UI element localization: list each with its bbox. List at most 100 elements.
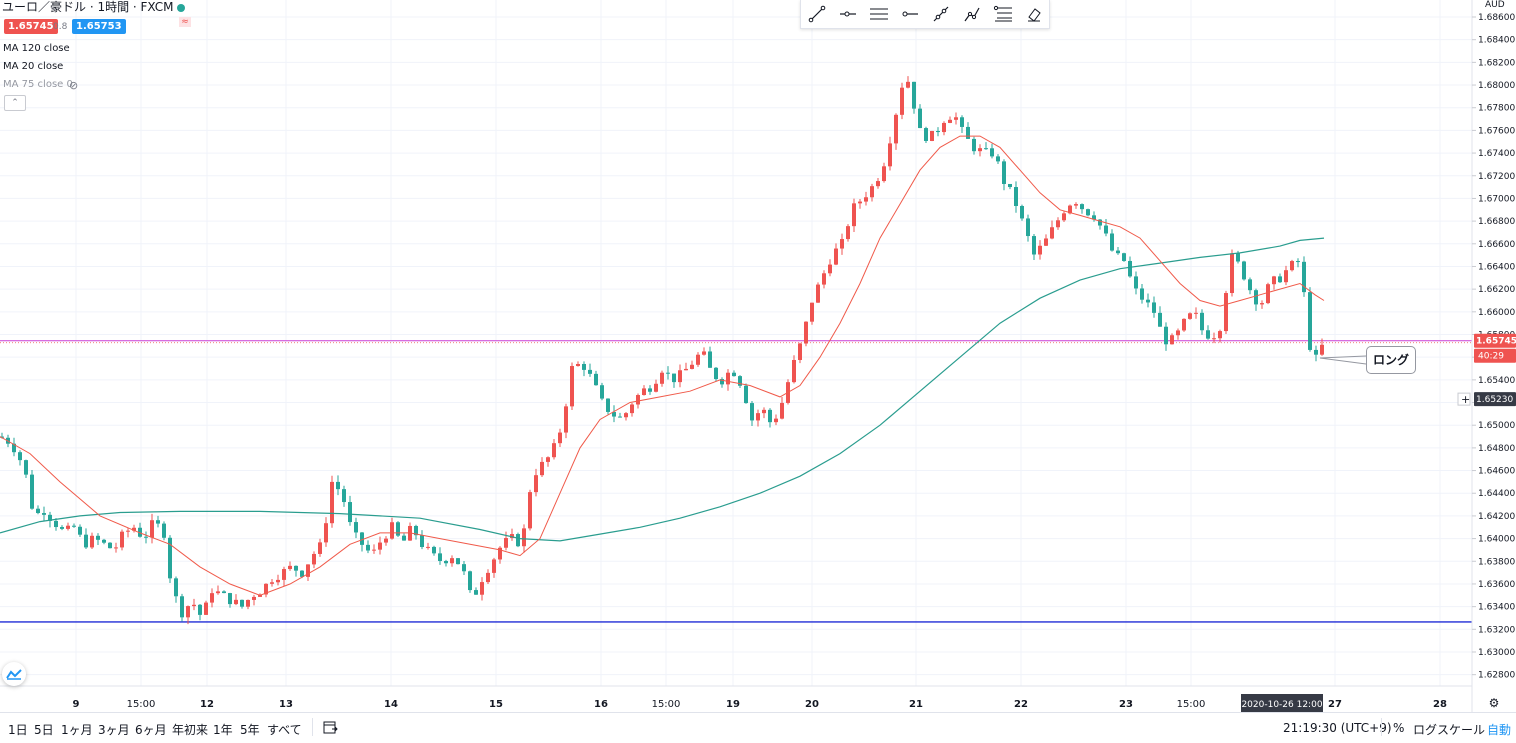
candle-body	[1170, 335, 1174, 345]
ray-icon[interactable]	[894, 0, 925, 28]
candle	[1110, 229, 1114, 252]
candle	[1134, 271, 1138, 295]
period-3m[interactable]: 3ヶ月	[98, 723, 130, 737]
period-5d[interactable]: 5日	[34, 723, 54, 737]
ma120-line	[0, 237, 1325, 542]
indicator-ma120-label[interactable]: MA 120 close	[3, 43, 70, 54]
candle-body	[600, 385, 604, 399]
candle-body	[702, 351, 706, 355]
period-ytd[interactable]: 年初来	[172, 723, 209, 737]
candle-body	[84, 534, 88, 548]
candle	[834, 243, 838, 266]
candle	[1074, 202, 1078, 209]
candle-body	[576, 363, 580, 367]
candle-body	[306, 564, 310, 577]
candle	[174, 576, 178, 603]
candle-body	[1296, 261, 1300, 263]
add-alert-button[interactable]	[1457, 392, 1471, 406]
candle-body	[732, 372, 736, 377]
collapse-legend-button[interactable]: ⌃	[4, 95, 26, 111]
percent-toggle[interactable]: %	[1393, 721, 1405, 735]
settings-gear-icon[interactable]: ⚙	[1489, 696, 1500, 710]
price-scale[interactable]: 1.68600 1.68400 1.68200 1.68000 1.67800 1.676…	[1457, 0, 1516, 712]
price-tick-label: 1.67600	[1478, 126, 1515, 136]
candle-body	[1212, 338, 1216, 340]
candle	[1104, 219, 1108, 237]
hidden-eye-icon[interactable]: ⊘	[69, 79, 79, 92]
candle-body	[906, 81, 910, 88]
period-all[interactable]: すべて	[267, 723, 302, 737]
clock-timezone[interactable]: 21:19:30 (UTC+9)	[1283, 721, 1392, 735]
candle-body	[972, 138, 976, 152]
candle	[108, 542, 112, 549]
time-scale[interactable]: 9 15:00 12 13 14 15 16 15:00 19 20 21 22 23 15:00 27 28…	[0, 685, 1500, 712]
candle-body	[252, 596, 256, 600]
indicator-ma20-label[interactable]: MA 20 close	[3, 61, 64, 72]
long-annotation[interactable]: ロング	[1366, 346, 1416, 374]
candle	[468, 570, 472, 593]
candle	[72, 523, 76, 528]
candle	[288, 561, 292, 571]
candle-body	[948, 119, 952, 123]
candle-body	[822, 273, 826, 285]
candle-body	[564, 406, 568, 433]
price-tick-label: 1.65000	[1478, 421, 1515, 431]
period-5y[interactable]: 5年	[240, 723, 260, 737]
period-1y[interactable]: 1年	[213, 723, 233, 737]
candle-body	[468, 571, 472, 591]
period-1m[interactable]: 1ヶ月	[61, 723, 93, 737]
buy-price-tag[interactable]: 1.65753	[72, 19, 126, 34]
log-scale-toggle[interactable]: ログスケール	[1413, 723, 1486, 737]
sell-price-tag[interactable]: 1.65745	[4, 19, 58, 34]
trend-line-icon[interactable]	[801, 0, 832, 28]
time-tick-label: 14	[384, 699, 398, 710]
candle	[732, 370, 736, 377]
candle	[1218, 329, 1222, 343]
candle	[972, 136, 976, 155]
candle	[438, 547, 442, 565]
candle-body	[1236, 253, 1240, 262]
symbol-title[interactable]: ユーロ／豪ドル · 1時間 · FXCM	[2, 0, 174, 14]
bottom-toolbar: 1日 5日 1ヶ月 3ヶ月 6ヶ月 年初来 1年 5年 すべて 21:19:30…	[0, 712, 1516, 743]
candle	[312, 551, 316, 569]
candle	[204, 600, 208, 616]
candle-body	[1182, 318, 1186, 331]
candle-body	[996, 156, 1000, 162]
candle-body	[276, 579, 280, 583]
candle-body	[936, 130, 940, 133]
candle-body	[522, 528, 526, 547]
candle	[432, 545, 436, 556]
candle	[1212, 332, 1216, 344]
candle	[1056, 217, 1060, 230]
candle-body	[912, 81, 916, 109]
candle-body	[1260, 303, 1264, 305]
candle-body	[168, 537, 172, 579]
candle-body	[504, 538, 508, 548]
candle-body	[594, 373, 598, 386]
candle-body	[270, 582, 274, 584]
indicator-ma75-label[interactable]: MA 75 close 0	[3, 79, 73, 90]
fib-retracement-icon[interactable]	[987, 0, 1018, 28]
candle-body	[1056, 220, 1060, 228]
tradingview-logo-icon[interactable]	[2, 662, 26, 686]
candle-body	[1098, 219, 1102, 226]
candle	[36, 505, 40, 515]
period-1d[interactable]: 1日	[8, 723, 28, 737]
path-icon[interactable]	[956, 0, 987, 28]
period-6m[interactable]: 6ヶ月	[135, 723, 167, 737]
price-tick-label: 1.68400	[1478, 36, 1515, 46]
candle	[1302, 256, 1306, 297]
eraser-icon[interactable]	[1018, 0, 1049, 28]
candle-body	[864, 197, 868, 202]
candle-body	[72, 525, 76, 527]
auto-scale-toggle[interactable]: 自動	[1487, 723, 1512, 737]
parallel-channel-icon[interactable]	[863, 0, 894, 28]
extended-line-icon[interactable]	[925, 0, 956, 28]
horizontal-ray-icon[interactable]	[832, 0, 863, 28]
candle	[954, 112, 958, 125]
candle-body	[102, 539, 106, 543]
candle	[360, 531, 364, 552]
date-range-icon[interactable]	[322, 719, 338, 739]
candle-body	[42, 513, 46, 515]
